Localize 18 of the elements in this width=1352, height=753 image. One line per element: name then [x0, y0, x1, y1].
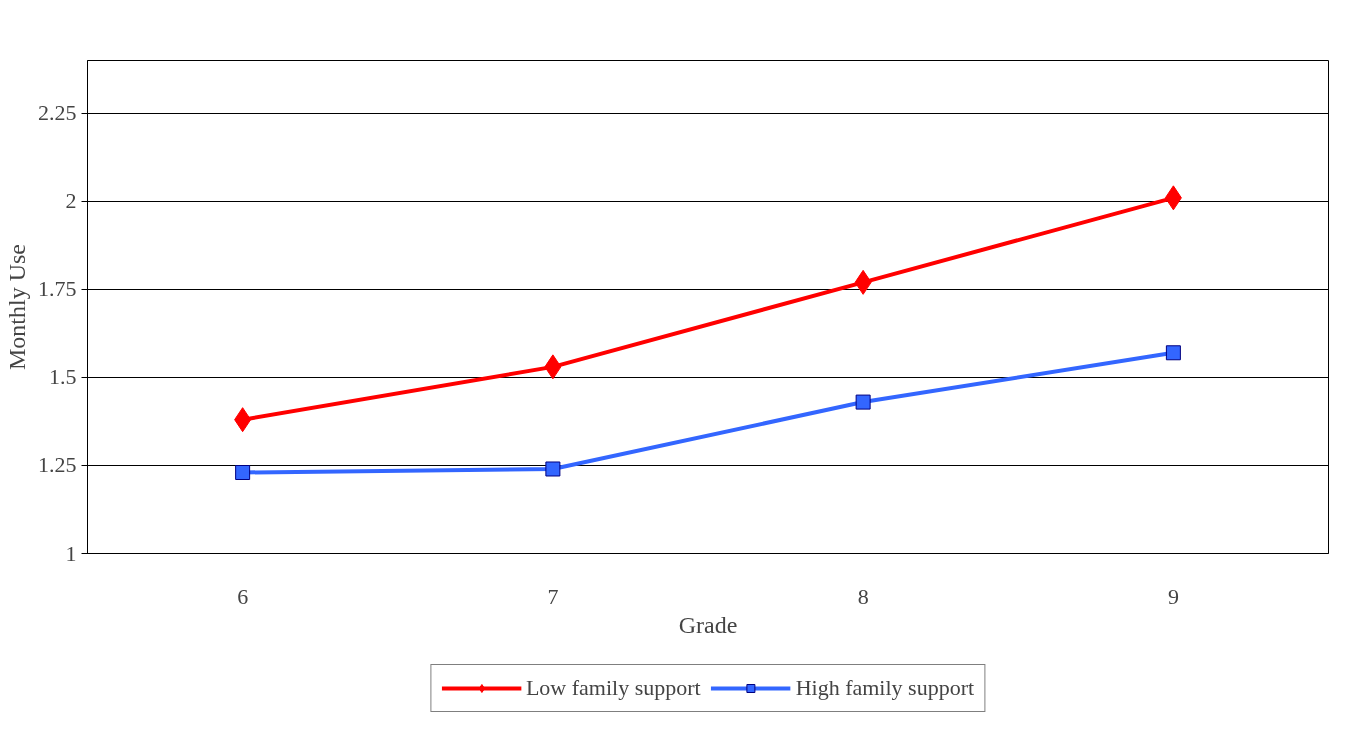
- y-tick-label: 1.25: [38, 452, 77, 478]
- x-axis-title: Grade: [678, 611, 738, 638]
- y-tick-label: 2.25: [38, 100, 77, 126]
- x-tick-label: 7: [547, 583, 559, 609]
- point: [545, 461, 561, 477]
- legend-label: Low family support: [525, 674, 701, 701]
- y-tick-label: 1: [65, 540, 77, 566]
- x-tick-label: 9: [1167, 583, 1179, 609]
- y-tick-label: 1.75: [38, 276, 77, 302]
- legend-label: High family support: [795, 674, 975, 701]
- y-tick-label: 2: [65, 188, 77, 214]
- point: [235, 465, 251, 481]
- y-tick-label: 1.5: [49, 364, 77, 390]
- x-tick-label: 8: [857, 583, 869, 609]
- point: [855, 394, 871, 410]
- point: [1165, 345, 1181, 361]
- y-axis-title: Monthly Use: [4, 244, 30, 370]
- x-tick-label: 6: [237, 583, 249, 609]
